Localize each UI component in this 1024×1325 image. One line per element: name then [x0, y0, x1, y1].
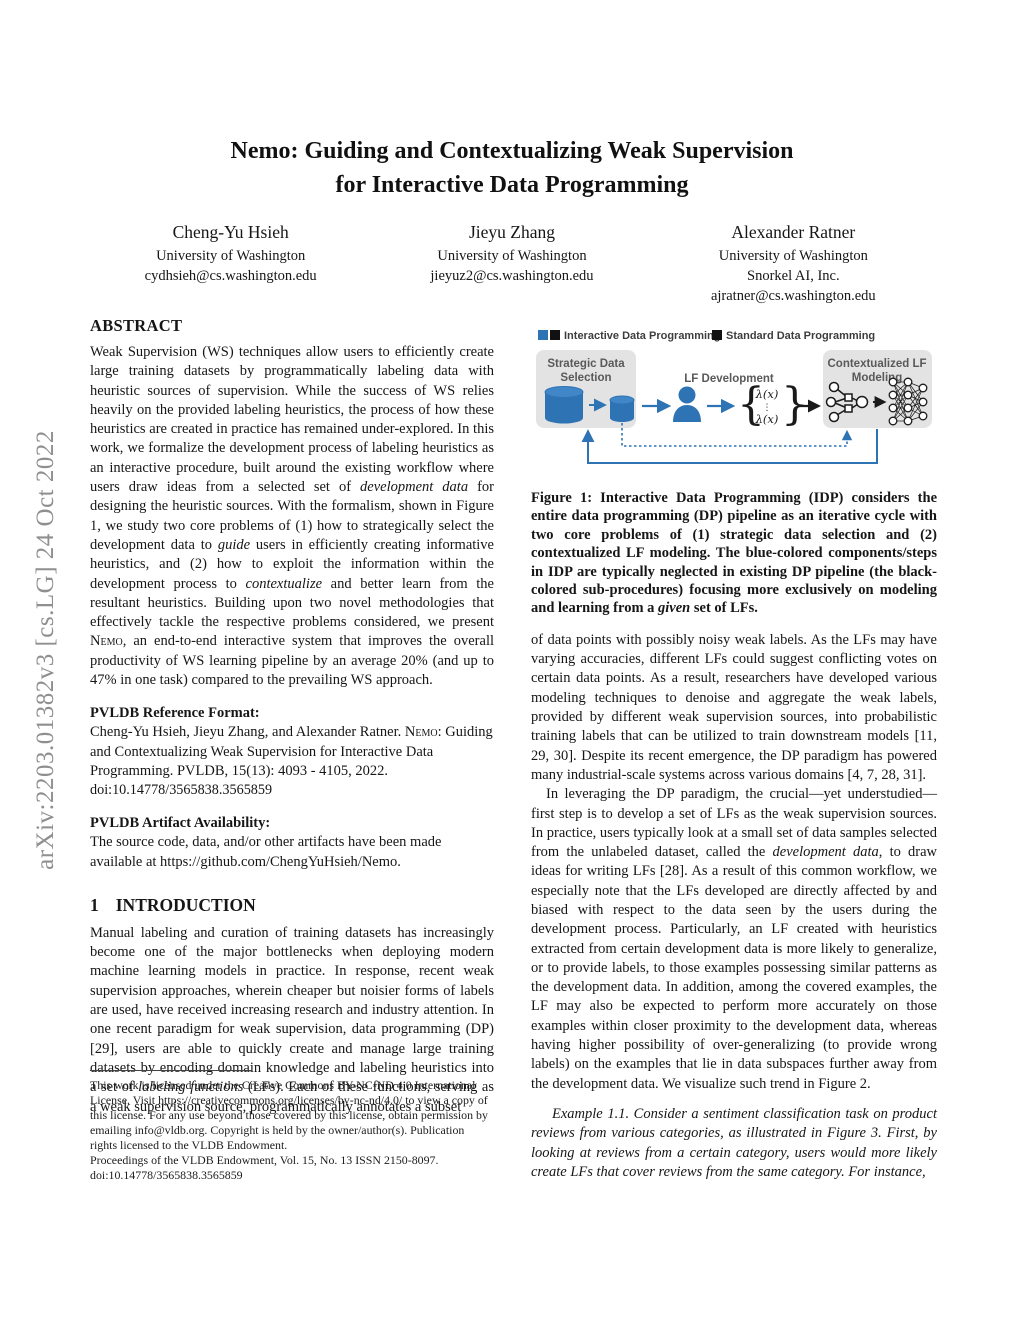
- pvldb-artifact-heading: PVLDB Artifact Availability:: [90, 815, 271, 832]
- strategic-label-line2: Selection: [560, 372, 611, 384]
- pvldb-reference-heading: PVLDB Reference Format:: [90, 705, 260, 722]
- figure-1-caption: Figure 1: Interactive Data Programming (…: [531, 490, 937, 617]
- user-icon: [673, 386, 701, 422]
- lambda-dots: ⋮: [763, 403, 772, 413]
- brace-close: }: [781, 379, 809, 430]
- right-column: Interactive Data Programming Standard Da…: [531, 324, 937, 1182]
- left-column: ABSTRACT Weak Supervision (WS) technique…: [90, 316, 494, 1117]
- database-icon-large: [544, 386, 584, 424]
- legend-label-interactive: Interactive Data Programming: [564, 330, 721, 342]
- footnote-license-text[interactable]: This work is licensed under the Creative…: [90, 1078, 488, 1152]
- paper-title: Nemo: Guiding and Contextualizing Weak S…: [92, 134, 932, 202]
- author-1: Cheng-Yu Hsieh University of Washington …: [90, 221, 371, 306]
- pvldb-reference-text: Cheng-Yu Hsieh, Jieyu Zhang, and Alexand…: [90, 724, 493, 779]
- author-affiliation: University of Washington: [718, 248, 868, 264]
- right-paragraph-2: In leveraging the DP paradigm, the cruci…: [531, 786, 938, 1092]
- author-affiliation: University of Washington: [437, 248, 587, 264]
- author-email: jieyuz2@cs.washington.edu: [430, 268, 594, 284]
- right-paragraph-1: of data points with possibly noisy weak …: [531, 631, 937, 783]
- intro-paragraph: Manual labeling and curation of training…: [90, 924, 494, 1115]
- legend-blue-swatch: [538, 330, 548, 340]
- pvldb-artifact-text[interactable]: The source code, data, and/or other arti…: [90, 834, 442, 870]
- author-affiliation-2: Snorkel AI, Inc.: [747, 268, 840, 284]
- lf-development-label: LF Development: [684, 373, 774, 385]
- author-affiliation: University of Washington: [156, 248, 306, 264]
- author-email: ajratner@cs.washington.edu: [710, 288, 876, 304]
- labeling-functions-set: { λ(x) ⋮ λ(x) }: [737, 379, 809, 430]
- legend-label-standard: Standard Data Programming: [726, 330, 875, 342]
- author-block: Cheng-Yu Hsieh University of Washington …: [90, 221, 934, 306]
- section-title: INTRODUCTION: [115, 894, 256, 915]
- author-name: Cheng-Yu Hsieh: [172, 222, 289, 242]
- solid-feedback-arrow: [581, 429, 878, 464]
- footnote-proceedings: Proceedings of the VLDB Endowment, Vol. …: [90, 1153, 439, 1167]
- abstract-heading: ABSTRACT: [90, 316, 183, 335]
- neural-network-icon: [888, 377, 928, 426]
- author-name: Jieyu Zhang: [468, 222, 555, 242]
- legend-black-swatch: [550, 330, 560, 340]
- author-name: Alexander Ratner: [731, 222, 856, 242]
- paper-title-line1: Nemo: Guiding and Contextualizing Weak S…: [230, 138, 794, 164]
- brace-open: {: [737, 379, 765, 430]
- figure-1-diagram: Interactive Data Programming Standard Da…: [536, 330, 932, 464]
- strategic-label-line1: Strategic Data: [547, 358, 625, 370]
- author-3: Alexander Ratner University of Washingto…: [653, 221, 934, 306]
- contextualized-lf-modeling-box: Contextualized LF Modeling: [823, 350, 932, 428]
- context-label-line1: Contextualized LF: [827, 358, 926, 370]
- lambda-bottom: λ(x): [755, 412, 779, 426]
- section-1-heading: 1 INTRODUCTION: [90, 895, 494, 916]
- legend-black-swatch-2: [712, 330, 722, 340]
- license-footnote: This work is licensed under the Creative…: [90, 1070, 494, 1183]
- figure-1: Interactive Data Programming Standard Da…: [531, 324, 937, 481]
- lambda-top: λ(x): [755, 387, 779, 401]
- strategic-data-selection-box: Strategic Data Selection: [536, 350, 636, 428]
- author-2: Jieyu Zhang University of Washington jie…: [371, 221, 652, 306]
- arxiv-stamp: arXiv:2203.01382v3 [cs.LG] 24 Oct 2022: [32, 430, 59, 870]
- section-number: 1: [90, 894, 99, 915]
- footnote-rule: [90, 1070, 252, 1071]
- abstract-paragraph: Weak Supervision (WS) techniques allow u…: [90, 344, 494, 689]
- database-icon-small: [609, 395, 635, 422]
- pvldb-reference-doi[interactable]: doi:10.14778/3565838.3565859: [90, 782, 273, 799]
- label-model-graph-icon: [825, 381, 869, 423]
- example-1-1-paragraph: Example 1.1. Consider a sentiment classi…: [531, 1105, 937, 1180]
- author-email: cydhsieh@cs.washington.edu: [144, 268, 317, 284]
- figure-legend: Interactive Data Programming Standard Da…: [538, 330, 875, 342]
- paper-title-line2: for Interactive Data Programming: [335, 172, 689, 198]
- lf-development-group: LF Development { λ(x) ⋮ λ(x) }: [673, 373, 809, 430]
- footnote-doi[interactable]: doi:10.14778/3565838.3565859: [90, 1168, 243, 1182]
- dotted-feedback-arrow: [621, 423, 853, 447]
